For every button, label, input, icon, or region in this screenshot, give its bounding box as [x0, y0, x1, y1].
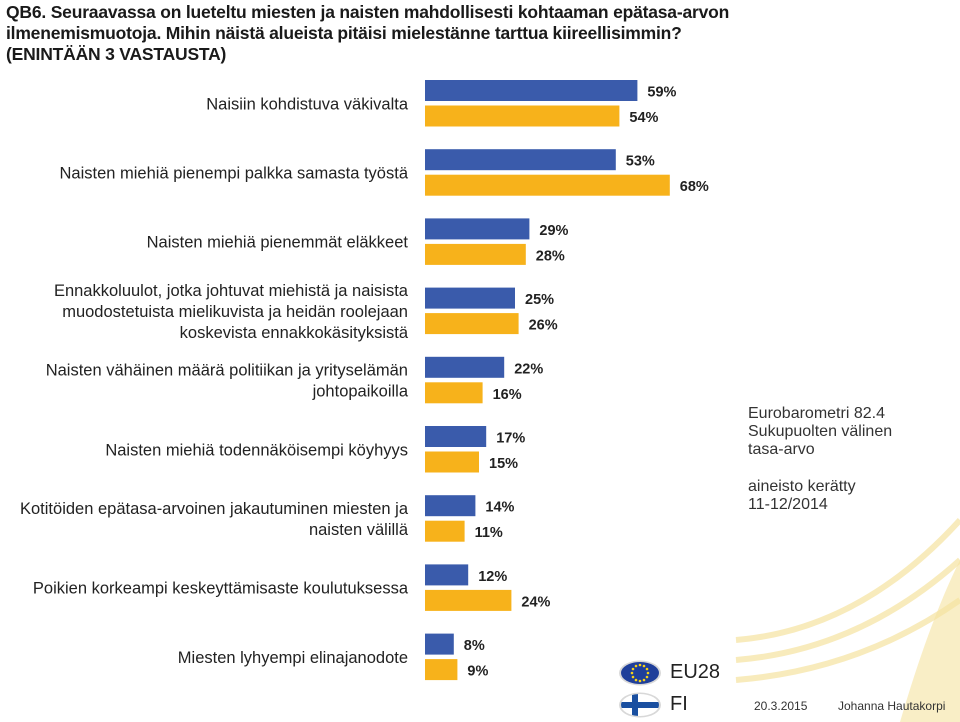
- decorative-swoosh: [735, 597, 960, 683]
- bar-eu28: [425, 218, 530, 240]
- bar-eu28: [425, 426, 487, 447]
- category-label: Naisten vähäinen määrä politiikan ja yri…: [46, 362, 408, 380]
- data-label-fi: 24%: [521, 594, 550, 610]
- question-line-2: ilmenemismuotoja. Mihin näistä alueista …: [6, 23, 682, 43]
- bar-fi: [425, 313, 519, 335]
- collection-label: aineisto kerätty: [748, 478, 856, 495]
- legend-eu28-label: EU28: [670, 661, 721, 683]
- bar-fi: [425, 243, 526, 265]
- category-label: Naisten miehiä pienempi palkka samasta t…: [59, 164, 408, 182]
- category-label: Ennakkoluulot, jotka johtuvat miehistä j…: [54, 282, 409, 300]
- footer-date: 20.3.2015: [754, 699, 808, 713]
- bar-fi: [425, 520, 465, 542]
- bar-eu28: [425, 564, 469, 586]
- question-line-1: QB6. Seuraavassa on lueteltu miesten ja …: [6, 2, 730, 22]
- data-label-fi: 15%: [489, 456, 518, 472]
- category-label: Naisiin kohdistuva väkivalta: [206, 95, 409, 113]
- survey-info: Eurobarometri 82.4 Sukupuolten välinen t…: [748, 405, 892, 514]
- category-label: muodostetuista mielikuvista ja heidän ro…: [62, 303, 408, 321]
- data-label-fi: 54%: [629, 110, 658, 126]
- data-label-eu28: 53%: [626, 154, 655, 170]
- question-text: QB6. Seuraavassa on lueteltu miesten ja …: [6, 2, 730, 65]
- bar-fi: [425, 174, 670, 196]
- bar-eu28: [425, 633, 454, 655]
- survey-name: Eurobarometri 82.4: [748, 405, 885, 422]
- bar-fi: [425, 382, 483, 404]
- footer-author: Johanna Hautakorpi: [838, 699, 946, 713]
- category-label: Miesten lyhyempi elinajanodote: [178, 649, 408, 667]
- category-label: naisten välillä: [309, 521, 409, 539]
- data-label-eu28: 14%: [485, 500, 514, 516]
- bar-fi: [425, 451, 479, 473]
- decorative-swoosh: [735, 557, 960, 663]
- data-label-eu28: 17%: [496, 431, 525, 447]
- data-label-fi: 9%: [467, 664, 488, 680]
- collection-period: 11-12/2014: [748, 496, 828, 513]
- bar-eu28: [425, 495, 476, 517]
- bar-eu28: [425, 80, 638, 101]
- category-label: koskevista ennakkokäsityksistä: [180, 324, 409, 342]
- bar-eu28: [425, 149, 616, 171]
- finland-flag-icon: [619, 692, 661, 718]
- data-label-eu28: 25%: [525, 292, 554, 308]
- data-label-fi: 68%: [680, 179, 709, 195]
- legend-fi-label: FI: [670, 693, 688, 715]
- data-label-eu28: 29%: [539, 223, 568, 239]
- category-label: Kotitöiden epätasa-arvoinen jakautuminen…: [20, 500, 409, 518]
- category-label: Naisten miehiä todennäköisempi köyhyys: [105, 441, 408, 459]
- data-label-fi: 16%: [493, 387, 522, 403]
- category-label: johtopaikoilla: [312, 383, 409, 401]
- data-label-eu28: 8%: [464, 638, 485, 654]
- decorative-swoosh: [735, 517, 960, 643]
- bar-fi: [425, 659, 458, 681]
- bar-eu28: [425, 287, 515, 309]
- question-line-3: (ENINTÄÄN 3 VASTAUSTA): [6, 44, 227, 64]
- data-label-eu28: 22%: [514, 361, 543, 377]
- data-label-fi: 28%: [536, 248, 565, 264]
- bar-fi: [425, 105, 620, 127]
- survey-topic-2: tasa-arvo: [748, 441, 815, 458]
- data-label-fi: 11%: [475, 525, 503, 541]
- survey-topic-1: Sukupuolten välinen: [748, 423, 893, 440]
- bar-eu28: [425, 356, 505, 378]
- category-label: Naisten miehiä pienemmät eläkkeet: [147, 234, 409, 252]
- data-label-eu28: 59%: [647, 85, 676, 101]
- category-label: Poikien korkeampi keskeyttämisaste koulu…: [33, 580, 409, 598]
- data-label-fi: 26%: [529, 318, 558, 334]
- eu-flag-icon: [619, 660, 661, 686]
- data-label-eu28: 12%: [478, 569, 507, 585]
- decorative-swoosh: [900, 560, 960, 722]
- bar-fi: [425, 589, 512, 611]
